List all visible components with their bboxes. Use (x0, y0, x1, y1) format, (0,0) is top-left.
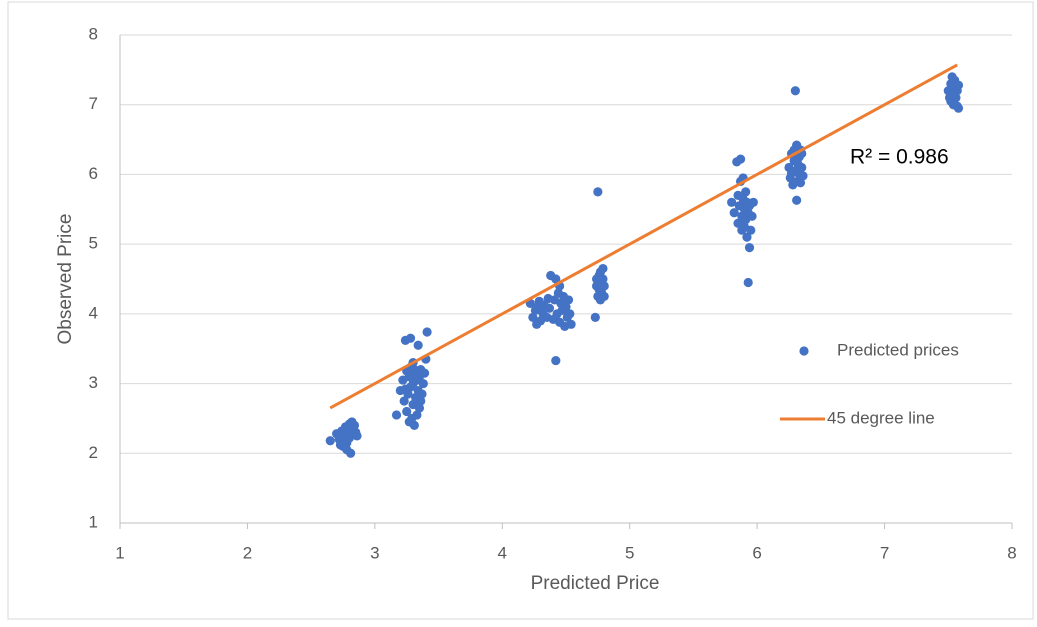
data-point (405, 333, 416, 343)
x-tick-label: 7 (880, 543, 889, 562)
data-point (407, 413, 417, 424)
x-tick-label: 5 (625, 543, 634, 562)
chart-border (7, 1, 1034, 620)
data-point (795, 178, 806, 188)
data-point (400, 384, 411, 394)
data-point (729, 208, 739, 218)
y-tick-label: 6 (89, 164, 98, 183)
data-point (528, 312, 538, 322)
data-point (551, 274, 561, 284)
data-point (797, 162, 807, 173)
data-point (335, 440, 346, 450)
data-point (953, 80, 964, 90)
x-tick-label: 1 (115, 543, 124, 562)
data-point (953, 103, 964, 113)
y-tick-label: 4 (89, 303, 98, 322)
data-point (599, 281, 609, 291)
data-point (737, 225, 747, 235)
data-point (349, 420, 360, 430)
data-point (563, 295, 574, 305)
data-point (598, 274, 608, 284)
data-point (561, 302, 571, 312)
x-tick-label: 8 (1007, 543, 1016, 562)
x-tick-label: 4 (498, 543, 507, 562)
data-point (402, 406, 412, 417)
data-point (566, 319, 576, 329)
data-point (399, 396, 409, 406)
data-point (746, 225, 756, 235)
x-axis-label: Predicted Price (531, 573, 660, 594)
y-tick-label: 7 (89, 94, 98, 113)
data-point (733, 190, 743, 200)
data-point (544, 303, 555, 313)
data-point (741, 187, 751, 197)
data-point (735, 154, 746, 164)
x-tick-label: 3 (370, 543, 379, 562)
data-point (742, 232, 752, 242)
data-point (790, 86, 800, 96)
data-point (414, 403, 425, 413)
data-point (748, 197, 758, 207)
data-point (792, 195, 802, 205)
legend-swatch (799, 346, 809, 356)
line-series (329, 63, 958, 410)
data-point (391, 410, 402, 420)
data-point (743, 277, 753, 288)
y-tick-label: 3 (89, 373, 98, 392)
data-point (416, 396, 426, 406)
data-point (342, 445, 352, 455)
data-point (798, 171, 808, 181)
y-tick-label: 8 (89, 24, 98, 43)
data-point (727, 197, 737, 207)
data-point (593, 187, 603, 197)
data-point (551, 355, 561, 366)
r-squared-annotation: R² = 0.986 (850, 146, 949, 169)
legend-label: Predicted prices (837, 340, 959, 359)
data-point (413, 340, 423, 350)
data-point (409, 420, 419, 430)
data-point (744, 243, 755, 253)
data-point (947, 87, 957, 97)
data-point (747, 211, 757, 221)
data-point (591, 274, 602, 284)
x-tick-label: 6 (752, 543, 761, 562)
data-point (543, 293, 553, 304)
data-point (590, 312, 600, 322)
data-point (565, 309, 575, 319)
y-tick-label: 5 (89, 234, 98, 253)
data-point (352, 431, 362, 441)
data-point (598, 263, 608, 274)
x-tick-label: 2 (243, 543, 252, 562)
y-axis-label: Observed Price (55, 214, 76, 345)
data-point (599, 291, 609, 302)
data-point (417, 389, 427, 399)
y-tick-label: 2 (89, 443, 98, 462)
data-point (418, 378, 428, 389)
data-point (325, 436, 335, 446)
data-point (422, 327, 432, 337)
legend-label: 45 degree line (827, 408, 935, 427)
data-point (419, 368, 430, 378)
y-tick-label: 1 (89, 512, 98, 531)
data-point (534, 296, 544, 306)
data-point (786, 168, 797, 178)
